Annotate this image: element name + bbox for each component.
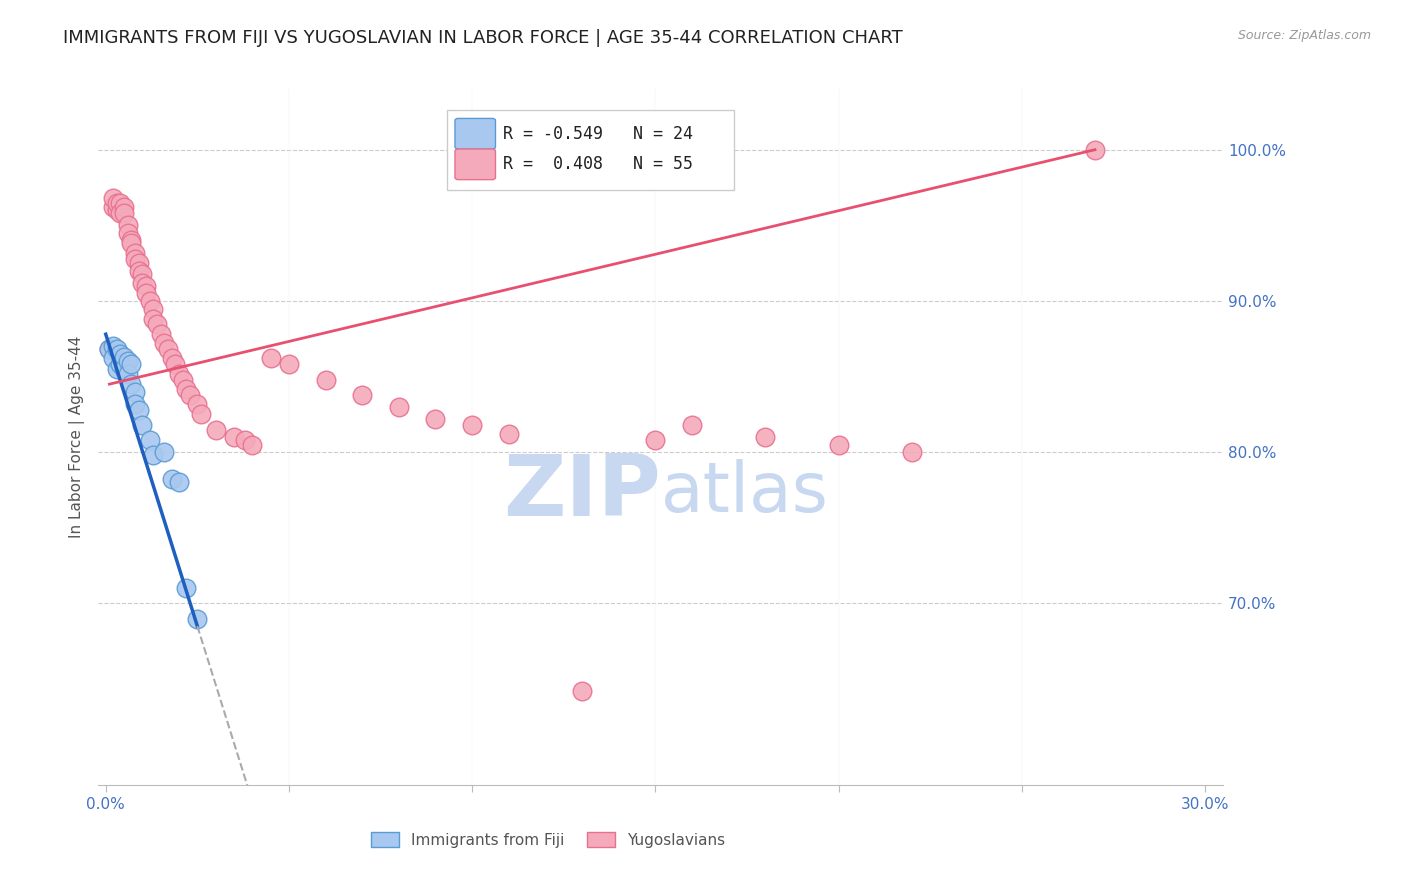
Point (160, 472, 183, 486)
Y-axis label: In Labor Force | Age 35-44: In Labor Force | Age 35-44 (69, 336, 84, 538)
Point (142, 312, 165, 326)
Point (259, 351, 281, 366)
Point (827, 437, 849, 451)
Point (98, 343, 121, 357)
Point (101, 191, 124, 205)
Point (120, 358, 142, 372)
Point (315, 373, 337, 387)
Point (204, 423, 226, 437)
Point (179, 388, 201, 402)
Point (128, 402, 150, 417)
Point (160, 351, 183, 366)
Point (101, 200, 124, 214)
Point (190, 408, 212, 422)
FancyBboxPatch shape (456, 149, 495, 179)
Point (120, 236, 142, 251)
Point (146, 317, 169, 331)
Point (101, 339, 124, 353)
Point (112, 362, 135, 376)
Point (644, 433, 666, 447)
Point (425, 412, 447, 426)
Point (186, 611, 208, 625)
Point (120, 234, 142, 248)
Legend: Immigrants from Fiji, Yugoslavians: Immigrants from Fiji, Yugoslavians (366, 826, 731, 854)
Point (142, 448, 165, 462)
Point (138, 293, 160, 308)
Point (352, 388, 374, 402)
Point (1084, 143, 1107, 157)
Point (388, 400, 411, 414)
Point (138, 433, 160, 447)
Point (754, 430, 776, 444)
Point (117, 226, 139, 240)
Point (135, 286, 157, 301)
Point (131, 417, 153, 432)
Point (124, 252, 146, 266)
Point (176, 582, 198, 596)
Point (167, 367, 190, 381)
Point (117, 354, 139, 368)
FancyBboxPatch shape (447, 110, 734, 190)
Point (901, 445, 924, 459)
Point (98, 343, 121, 357)
Point (149, 327, 172, 342)
Point (167, 475, 190, 490)
Point (461, 417, 484, 432)
Point (142, 301, 165, 316)
Point (117, 219, 139, 233)
Point (105, 343, 128, 357)
Text: R =  0.408   N = 55: R = 0.408 N = 55 (503, 155, 693, 173)
Point (110, 206, 132, 220)
Point (105, 203, 128, 218)
Text: IMMIGRANTS FROM FIJI VS YUGOSLAVIAN IN LABOR FORCE | AGE 35-44 CORRELATION CHART: IMMIGRANTS FROM FIJI VS YUGOSLAVIAN IN L… (63, 29, 903, 46)
Point (110, 358, 132, 372)
Text: ZIP: ZIP (503, 451, 661, 534)
Point (186, 397, 208, 411)
Point (681, 417, 703, 432)
Text: atlas: atlas (661, 459, 828, 526)
Point (112, 206, 135, 220)
Point (124, 397, 146, 411)
Point (240, 437, 263, 451)
Point (124, 384, 146, 399)
Point (222, 430, 245, 444)
Point (112, 350, 135, 364)
Point (110, 195, 132, 210)
Point (112, 200, 135, 214)
Point (101, 351, 124, 366)
Point (128, 256, 150, 270)
Point (128, 263, 150, 277)
Point (117, 367, 139, 381)
Point (135, 278, 157, 293)
Point (176, 382, 198, 396)
Point (498, 427, 520, 442)
Point (233, 433, 256, 447)
Point (131, 276, 153, 290)
Point (105, 195, 128, 210)
FancyBboxPatch shape (456, 119, 495, 149)
Point (165, 358, 187, 372)
Point (172, 373, 194, 387)
Text: Source: ZipAtlas.com: Source: ZipAtlas.com (1237, 29, 1371, 42)
Point (124, 245, 146, 260)
Point (105, 362, 128, 376)
Point (120, 377, 142, 392)
Point (153, 445, 176, 459)
Point (153, 336, 176, 351)
Point (571, 684, 593, 698)
Text: R = -0.549   N = 24: R = -0.549 N = 24 (503, 125, 693, 143)
Point (157, 343, 180, 357)
Point (131, 267, 153, 281)
Point (278, 358, 301, 372)
Point (110, 347, 132, 361)
